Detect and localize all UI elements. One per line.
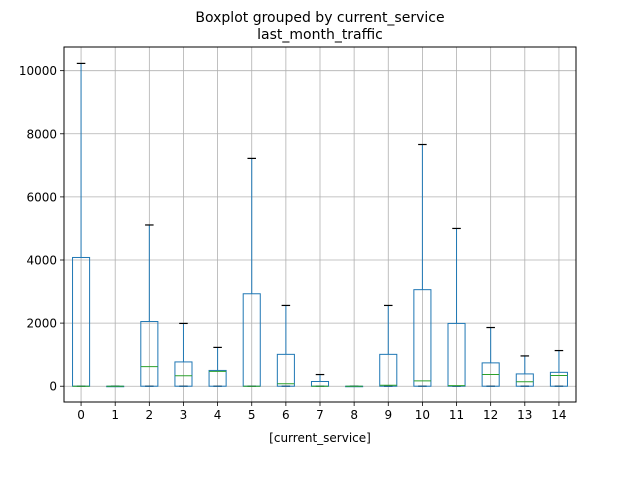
box-group <box>174 322 193 387</box>
box-iqr <box>140 321 159 387</box>
box-iqr <box>413 289 432 387</box>
box-group <box>140 224 159 387</box>
box-iqr <box>447 322 466 387</box>
x-tick-label: 10 <box>415 408 430 422</box>
y-tick-label: 2000 <box>26 317 57 331</box>
x-tick-label: 4 <box>214 408 222 422</box>
box-group <box>345 385 364 388</box>
box-group <box>208 346 227 387</box>
x-tick-label: 12 <box>483 408 498 422</box>
box-iqr <box>549 371 568 387</box>
x-tick-label: 5 <box>248 408 256 422</box>
chart-suptitle: Boxplot grouped by current_service <box>195 10 444 26</box>
box-group <box>310 373 330 387</box>
box-group <box>549 349 568 387</box>
box-group <box>413 143 432 387</box>
tick-layer: 0 1 2 3 4 5 6 7 8 9 10 11 12 13 1402000400060008000100… <box>19 64 567 422</box>
x-tick-label: 6 <box>282 408 290 422</box>
box-iqr <box>276 353 295 387</box>
box-layer <box>72 62 568 388</box>
x-tick-label: 1 <box>111 408 119 422</box>
x-tick-label: 9 <box>384 408 392 422</box>
x-axis-label: [current_service] <box>269 431 371 445</box>
box-group <box>447 227 466 387</box>
x-tick-label: 0 <box>77 408 85 422</box>
y-tick-label: 10000 <box>19 64 57 78</box>
box-group <box>72 62 91 387</box>
x-tick-label: 11 <box>449 408 464 422</box>
box-iqr <box>174 361 193 387</box>
x-tick-label: 7 <box>316 408 324 422</box>
box-group <box>106 385 125 388</box>
x-tick-label: 14 <box>551 408 566 422</box>
x-tick-label: 3 <box>180 408 188 422</box>
y-tick-label: 4000 <box>26 254 57 268</box>
box-group <box>276 304 295 387</box>
y-tick-label: 0 <box>49 380 57 394</box>
grid-layer <box>64 47 576 402</box>
box-group <box>242 157 261 387</box>
box-iqr <box>379 353 398 387</box>
box-iqr <box>208 369 227 387</box>
box-group <box>379 304 398 387</box>
box-group <box>481 326 500 387</box>
box-group <box>515 355 534 387</box>
y-tick-label: 6000 <box>26 190 57 204</box>
x-tick-label: 8 <box>350 408 358 422</box>
x-tick-label: 2 <box>146 408 154 422</box>
y-tick-label: 8000 <box>26 127 57 141</box>
x-tick-label: 13 <box>517 408 532 422</box>
chart-title: last_month_traffic <box>257 27 383 43</box>
box-iqr <box>515 373 534 387</box>
